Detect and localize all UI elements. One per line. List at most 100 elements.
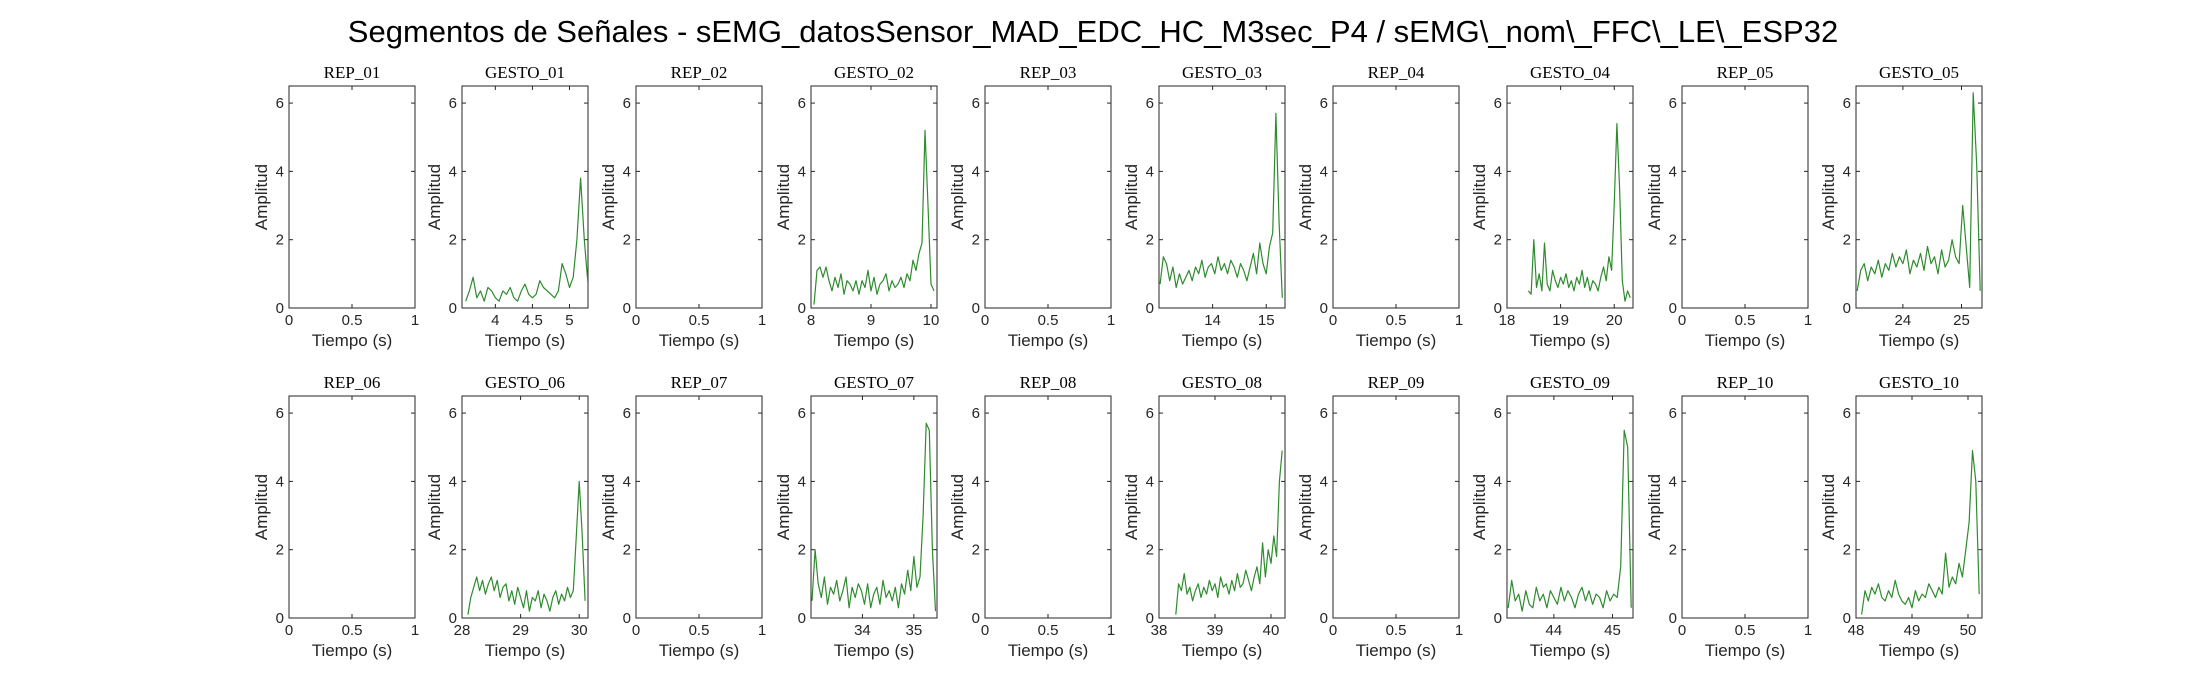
y-tick-label: 2 <box>1843 232 1851 249</box>
x-tick-label: 8 <box>807 312 815 329</box>
x-tick-label: 9 <box>867 312 875 329</box>
y-tick-label: 4 <box>449 473 457 490</box>
axes-frame <box>1855 85 1983 309</box>
x-tick-label: 4 <box>491 312 499 329</box>
subplot-rep-07: REP_07 0 2 4 6 0 0.5 1 Tiempo (s) Amplitud <box>599 373 766 660</box>
subplot-title: REP_06 <box>324 373 381 392</box>
y-tick-label: 2 <box>798 542 806 559</box>
x-tick-label: 0 <box>1329 622 1337 639</box>
x-axis-label: Tiempo (s) <box>1705 331 1786 350</box>
x-tick-label: 0.5 <box>1735 622 1756 639</box>
subplot-title: REP_01 <box>324 63 381 82</box>
subplot-title: REP_10 <box>1717 373 1774 392</box>
y-tick-label: 4 <box>1843 473 1851 490</box>
axes-frame <box>1855 395 1983 619</box>
y-tick-label: 0 <box>1320 300 1328 317</box>
x-tick-label: 18 <box>1499 312 1516 329</box>
x-tick-label: 39 <box>1207 622 1224 639</box>
y-tick-label: 0 <box>1320 610 1328 627</box>
y-tick-label: 4 <box>1146 163 1154 180</box>
y-tick-label: 4 <box>623 163 631 180</box>
y-tick-label: 0 <box>1494 610 1502 627</box>
axes-frame <box>1332 85 1460 309</box>
series-line <box>1507 429 1632 612</box>
subplot-title: REP_08 <box>1020 373 1077 392</box>
x-axis-label: Tiempo (s) <box>1008 331 1089 350</box>
y-axis-label: Amplitud <box>1470 474 1489 540</box>
x-axis-label: Tiempo (s) <box>834 641 915 660</box>
subplot-title: GESTO_08 <box>1182 373 1262 392</box>
x-tick-label: 29 <box>512 622 529 639</box>
y-tick-label: 4 <box>1320 163 1328 180</box>
x-axis-label: Tiempo (s) <box>1182 641 1263 660</box>
axes-frame <box>1158 85 1286 309</box>
y-tick-label: 6 <box>972 95 980 112</box>
y-axis-label: Amplitud <box>1819 164 1838 230</box>
subplot-title: REP_09 <box>1368 373 1425 392</box>
y-tick-label: 0 <box>972 300 980 317</box>
x-tick-label: 24 <box>1895 312 1912 329</box>
x-tick-label: 50 <box>1960 622 1977 639</box>
x-tick-label: 35 <box>906 622 923 639</box>
axes-frame <box>1506 85 1634 309</box>
x-tick-label: 10 <box>923 312 940 329</box>
x-axis-label: Tiempo (s) <box>485 641 566 660</box>
axes-frame <box>1506 395 1634 619</box>
subplot-gesto-03: GESTO_03 0 2 4 6 14 15 Tiempo (s) Amplitud <box>1122 63 1286 350</box>
y-tick-label: 2 <box>1669 232 1677 249</box>
y-tick-label: 0 <box>449 610 457 627</box>
y-tick-label: 0 <box>1146 300 1154 317</box>
x-tick-label: 1 <box>1455 622 1463 639</box>
y-tick-label: 2 <box>623 232 631 249</box>
y-tick-label: 2 <box>1669 542 1677 559</box>
subplot-title: GESTO_09 <box>1530 373 1610 392</box>
y-tick-label: 0 <box>449 300 457 317</box>
x-tick-label: 0 <box>285 312 293 329</box>
y-tick-label: 2 <box>1320 232 1328 249</box>
x-tick-label: 28 <box>454 622 471 639</box>
axes-frame <box>984 85 1112 309</box>
y-axis-label: Amplitud <box>1819 474 1838 540</box>
x-axis-label: Tiempo (s) <box>1530 641 1611 660</box>
y-tick-label: 2 <box>623 542 631 559</box>
series-line <box>1861 450 1980 615</box>
series-line <box>1175 450 1283 615</box>
subplot-rep-03: REP_03 0 2 4 6 0 0.5 1 Tiempo (s) Amplitud <box>948 63 1115 350</box>
y-tick-label: 2 <box>1320 542 1328 559</box>
y-tick-label: 0 <box>1669 610 1677 627</box>
y-tick-label: 4 <box>623 473 631 490</box>
y-tick-label: 6 <box>1843 405 1851 422</box>
x-tick-label: 4.5 <box>522 312 543 329</box>
x-tick-label: 38 <box>1151 622 1168 639</box>
x-axis-label: Tiempo (s) <box>659 331 740 350</box>
y-axis-label: Amplitud <box>252 164 271 230</box>
y-tick-label: 4 <box>1494 163 1502 180</box>
y-axis-label: Amplitud <box>425 164 444 230</box>
y-tick-label: 6 <box>1843 95 1851 112</box>
y-tick-label: 0 <box>623 300 631 317</box>
y-tick-label: 6 <box>449 405 457 422</box>
y-tick-label: 6 <box>1494 405 1502 422</box>
x-tick-label: 1 <box>1107 312 1115 329</box>
y-tick-label: 4 <box>1146 473 1154 490</box>
y-axis-label: Amplitud <box>1645 164 1664 230</box>
subplot-title: GESTO_06 <box>485 373 565 392</box>
x-axis-label: Tiempo (s) <box>1356 331 1437 350</box>
series-line <box>465 177 588 302</box>
x-tick-label: 15 <box>1258 312 1275 329</box>
y-tick-label: 0 <box>623 610 631 627</box>
subplot-title: GESTO_04 <box>1530 63 1610 82</box>
subplot-title: GESTO_02 <box>834 63 914 82</box>
y-tick-label: 2 <box>1843 542 1851 559</box>
y-tick-label: 6 <box>798 95 806 112</box>
subplot-gesto-09: GESTO_09 0 2 4 6 44 45 Tiempo (s) Amplitud <box>1470 373 1634 660</box>
x-tick-label: 0 <box>632 312 640 329</box>
x-tick-label: 0 <box>1678 622 1686 639</box>
subplot-gesto-04: GESTO_04 0 2 4 6 18 19 20 Tiempo (s) Amplitud <box>1470 63 1634 350</box>
axes-frame <box>810 85 938 309</box>
series-line <box>811 422 937 612</box>
subplot-title: GESTO_05 <box>1879 63 1959 82</box>
y-axis-label: Amplitud <box>1296 474 1315 540</box>
